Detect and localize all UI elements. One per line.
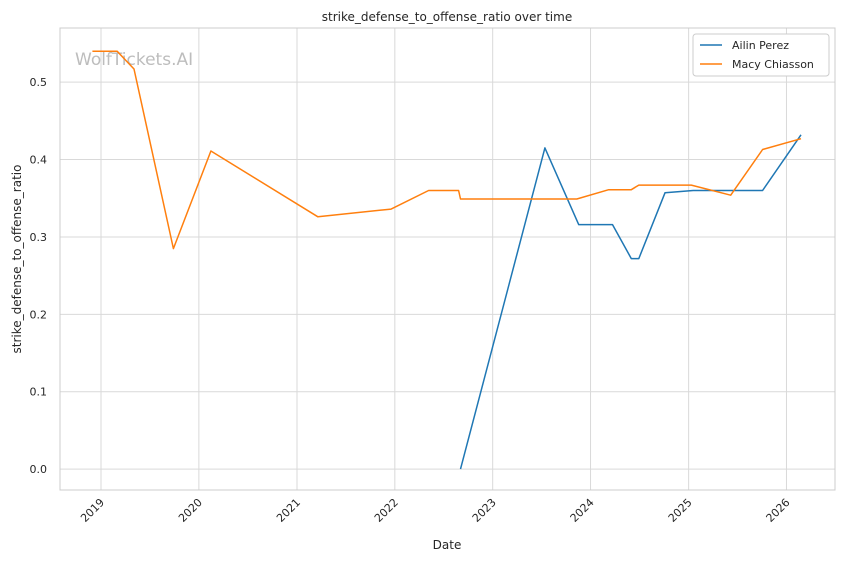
- x-tick-label: 2022: [372, 496, 401, 525]
- y-tick-label: 0.1: [30, 386, 48, 399]
- series-line-ailin-perez: [459, 134, 802, 470]
- legend-box: [692, 33, 830, 77]
- y-tick-label: 0.3: [30, 231, 48, 244]
- chart-title: strike_defense_to_offense_ratio over tim…: [322, 10, 572, 24]
- y-axis: 0.0 0.1 0.2 0.3 0.4 0.5: [30, 76, 48, 476]
- x-tick-label: 2021: [274, 496, 303, 525]
- y-tick-label: 0.4: [30, 154, 48, 167]
- series-layer: [92, 50, 802, 470]
- x-tick-label: 2026: [764, 496, 793, 525]
- series-line-macy-chiasson: [92, 50, 802, 250]
- legend-label-macy-chiasson: Macy Chiasson: [732, 58, 814, 71]
- watermark: WolfTickets.AI: [75, 50, 193, 70]
- x-tick-label: 2020: [176, 496, 205, 525]
- legend-label-ailin-perez: Ailin Perez: [732, 39, 789, 52]
- x-tick-label: 2019: [78, 496, 107, 525]
- legend: Ailin Perez Macy Chiasson: [692, 33, 830, 77]
- x-tick-label: 2023: [470, 496, 499, 525]
- x-axis: 2019 2020 2021 2022 2023 2024 2025 2026: [78, 496, 792, 525]
- x-tick-label: 2025: [666, 496, 695, 525]
- x-axis-title: Date: [433, 538, 462, 552]
- x-tick-label: 2024: [568, 496, 597, 525]
- y-tick-label: 0.0: [30, 463, 48, 476]
- plot-frame: [59, 27, 836, 491]
- y-tick-label: 0.2: [30, 308, 48, 321]
- y-tick-label: 0.5: [30, 76, 48, 89]
- y-axis-title: strike_defense_to_offense_ratio: [10, 165, 24, 354]
- grid-lines: [60, 28, 835, 490]
